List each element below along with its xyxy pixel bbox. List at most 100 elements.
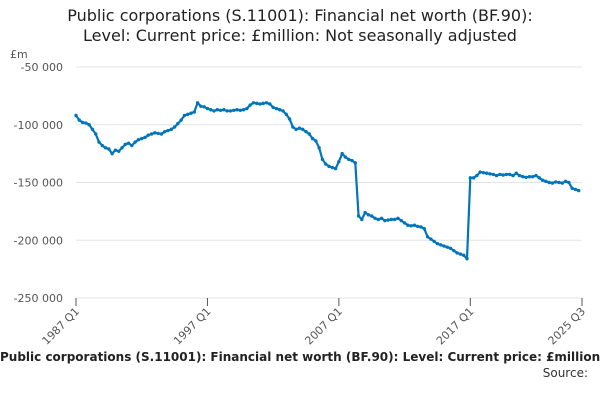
- data-point: [281, 109, 285, 113]
- data-point: [172, 125, 177, 129]
- series-line: [74, 101, 580, 260]
- data-point: [103, 146, 108, 150]
- data-point: [186, 112, 190, 117]
- data-point: [264, 101, 269, 105]
- data-point: [366, 213, 371, 217]
- data-point: [455, 251, 459, 255]
- data-point: [225, 109, 229, 113]
- data-point: [554, 180, 558, 184]
- data-point: [77, 118, 81, 122]
- data-point: [517, 173, 522, 178]
- data-point: [363, 210, 367, 215]
- data-point: [130, 143, 134, 148]
- data-point: [143, 135, 147, 140]
- data-point: [169, 127, 173, 132]
- data-point: [176, 121, 180, 126]
- data-point: [301, 127, 305, 132]
- data-point: [232, 108, 236, 113]
- data-point: [396, 216, 400, 221]
- axes: £m-50 000 -100 000 -150 000 -200 000 -250 00…: [10, 48, 588, 347]
- data-point: [370, 214, 374, 218]
- footer-caption: Public corporations (S.11001): Financial…: [0, 350, 600, 364]
- data-point: [159, 132, 164, 136]
- data-point: [406, 223, 410, 227]
- data-point: [560, 181, 564, 185]
- data-point: [429, 237, 433, 241]
- x-tick-label: 2025 Q3: [546, 305, 589, 348]
- data-point: [425, 235, 430, 239]
- data-point: [149, 132, 154, 136]
- data-point: [393, 217, 397, 222]
- data-point: [113, 148, 118, 152]
- x-tick-label: 2007 Q1: [302, 305, 345, 348]
- data-point: [310, 136, 315, 141]
- data-point: [202, 105, 206, 109]
- data-point: [402, 221, 407, 225]
- data-point: [107, 147, 111, 151]
- data-point: [192, 110, 196, 114]
- data-point: [521, 175, 525, 179]
- gridlines: [76, 66, 582, 299]
- data-point: [87, 123, 91, 127]
- data-point: [527, 175, 532, 179]
- data-point: [255, 101, 259, 106]
- data-point: [258, 102, 262, 106]
- data-point: [570, 186, 574, 190]
- data-point: [317, 146, 321, 150]
- data-point: [435, 242, 440, 246]
- data-point: [74, 113, 78, 118]
- data-point: [432, 239, 436, 244]
- data-point: [422, 227, 426, 231]
- series-layer: [74, 101, 581, 261]
- data-point: [126, 141, 131, 145]
- data-point: [537, 176, 541, 180]
- data-point: [80, 120, 85, 125]
- x-tick-label: 1997 Q1: [171, 305, 214, 348]
- data-point: [94, 132, 98, 136]
- data-point: [304, 129, 308, 134]
- data-point: [235, 108, 239, 112]
- data-point: [508, 172, 512, 177]
- data-point: [261, 101, 265, 106]
- data-point: [494, 173, 499, 178]
- data-point: [215, 108, 219, 112]
- data-point: [271, 105, 275, 110]
- data-point: [274, 106, 279, 111]
- data-point: [409, 224, 413, 228]
- data-point: [245, 106, 249, 111]
- data-point: [307, 132, 311, 136]
- data-point: [353, 161, 357, 165]
- data-point: [153, 131, 157, 135]
- data-point: [287, 117, 292, 121]
- data-point: [146, 133, 150, 137]
- data-point: [268, 102, 272, 106]
- data-point: [504, 172, 509, 177]
- data-point: [540, 178, 545, 182]
- data-point: [294, 127, 298, 132]
- data-point: [465, 257, 469, 261]
- data-point: [136, 138, 141, 142]
- data-point: [448, 246, 453, 251]
- data-point: [412, 223, 417, 227]
- data-point: [386, 218, 390, 222]
- data-point: [228, 109, 233, 113]
- data-point: [501, 173, 505, 177]
- data-point: [133, 140, 137, 144]
- data-point: [100, 143, 104, 148]
- data-point: [511, 173, 515, 178]
- data-point: [241, 108, 246, 112]
- data-point: [212, 109, 216, 113]
- data-point: [343, 155, 348, 159]
- data-point: [278, 108, 282, 112]
- data-point: [534, 173, 538, 178]
- footer-source: Source:: [542, 366, 588, 380]
- data-point: [84, 121, 88, 125]
- data-point: [350, 158, 354, 163]
- data-point: [248, 103, 252, 107]
- data-point: [110, 151, 114, 156]
- chart-title-line-2: Level: Current price: £million: Not seas…: [83, 26, 517, 45]
- data-point: [383, 218, 387, 223]
- data-point: [291, 125, 295, 129]
- y-tick-label: -50 000: [21, 61, 63, 74]
